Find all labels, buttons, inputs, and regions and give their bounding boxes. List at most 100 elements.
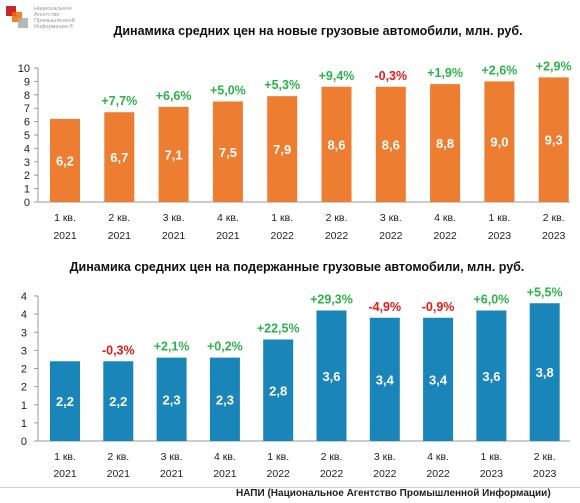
data-bar	[267, 96, 298, 202]
y-tick-label: 3	[21, 345, 27, 357]
category-label-year: 2021	[53, 230, 77, 242]
category-label-year: 2022	[379, 230, 403, 242]
y-tick-label: 6	[24, 117, 30, 129]
category-label-year: 2021	[160, 468, 184, 480]
y-tick-label: 3	[21, 327, 27, 339]
bar-value-label: 2,2	[109, 394, 127, 409]
data-bar	[538, 77, 569, 202]
bar-value-label: 6,2	[56, 153, 74, 168]
change-label: -0,9%	[422, 300, 455, 314]
bar-value-label: 7,1	[165, 147, 183, 162]
y-tick-label: 2	[24, 170, 30, 182]
bar-value-label: 9,3	[545, 133, 563, 148]
y-tick-label: 4	[24, 143, 30, 155]
change-label: +22,5%	[257, 322, 300, 336]
logo-line: Промышленной	[34, 18, 75, 24]
y-tick-label: 8	[24, 90, 30, 102]
data-bar	[423, 317, 454, 441]
y-tick-label: 9	[24, 76, 30, 88]
y-tick-label: 1	[21, 400, 27, 412]
bar-value-label: 9,0	[490, 135, 508, 150]
data-bar	[375, 86, 406, 202]
napi-logo: Национальное Агентство Промышленной Инфо…	[4, 2, 76, 38]
category-label-quarter: 3 кв.	[380, 212, 402, 224]
y-tick-label: 1	[21, 418, 27, 430]
category-label-quarter: 2 кв.	[543, 212, 565, 224]
y-tick-label: 0	[24, 197, 30, 209]
data-bar	[103, 361, 134, 441]
category-label-year: 2023	[488, 230, 512, 242]
category-label-quarter: 1 кв.	[488, 212, 510, 224]
y-tick-label: 7	[24, 103, 30, 115]
bar-value-label: 3,6	[482, 369, 500, 384]
data-bar	[50, 361, 80, 441]
category-label-quarter: 1 кв.	[54, 212, 76, 224]
y-tick-label: 2	[21, 382, 27, 394]
change-label: +29,3%	[310, 293, 353, 307]
data-bar	[158, 106, 189, 202]
category-label-quarter: 1 кв.	[271, 212, 293, 224]
data-bar	[476, 310, 507, 441]
change-label: +6,6%	[156, 89, 192, 103]
data-bar	[156, 357, 187, 441]
change-label: +0,2%	[207, 340, 243, 354]
category-label-year: 2023	[542, 230, 566, 242]
data-bar	[316, 310, 347, 441]
category-label-year: 2022	[320, 468, 344, 480]
footer-divider	[0, 487, 580, 488]
category-label-quarter: 2 кв.	[326, 212, 348, 224]
y-tick-label: 1	[24, 184, 30, 196]
category-label-quarter: 3 кв.	[374, 451, 396, 463]
logo-text: Национальное Агентство Промышленной Инфо…	[34, 6, 84, 30]
category-label-quarter: 2 кв.	[108, 212, 130, 224]
bar-value-label: 2,2	[56, 394, 74, 409]
category-label-year: 2023	[480, 468, 504, 480]
category-label-year: 2022	[426, 468, 450, 480]
y-tick-label: 10	[18, 63, 30, 75]
change-label: +5,5%	[527, 285, 563, 299]
data-bar	[369, 317, 400, 441]
category-label-quarter: 2 кв.	[107, 451, 129, 463]
bar-value-label: 6,7	[110, 150, 128, 165]
bar-value-label: 2,8	[269, 383, 287, 398]
bar-value-label: 7,9	[273, 142, 291, 157]
logo-line: Национальное	[34, 6, 72, 12]
change-label: +6,0%	[474, 293, 510, 307]
data-bar	[209, 357, 240, 441]
data-bar	[263, 339, 294, 441]
category-label-year: 2022	[267, 468, 291, 480]
chart-title: Динамика средних цен на подержанные груз…	[70, 260, 525, 274]
footer-source: НАПИ (Национальное Агентство Промышленно…	[236, 488, 551, 499]
bar-value-label: 2,3	[216, 392, 234, 407]
y-tick-label: 4	[21, 291, 27, 303]
data-bar	[529, 303, 560, 441]
category-label-year: 2021	[216, 230, 240, 242]
change-label: +2,9%	[536, 59, 572, 73]
charts-canvas: Динамика средних цен на новые грузовые а…	[18, 24, 572, 480]
data-bar	[50, 118, 80, 202]
category-label-year: 2022	[433, 230, 457, 242]
change-label: -4,9%	[368, 300, 401, 314]
change-label: -0,3%	[102, 343, 135, 357]
logo-line: Информации ®	[34, 24, 74, 30]
category-label-quarter: 2 кв.	[321, 451, 343, 463]
category-label-quarter: 4 кв.	[434, 212, 456, 224]
data-bar	[484, 81, 515, 202]
category-label-year: 2021	[53, 468, 77, 480]
bar-value-label: 8,6	[382, 137, 400, 152]
change-label: +5,3%	[264, 78, 300, 92]
category-label-quarter: 3 кв.	[161, 451, 183, 463]
change-label: -0,3%	[374, 69, 407, 83]
y-tick-label: 2	[21, 364, 27, 376]
category-label-quarter: 4 кв.	[427, 451, 449, 463]
data-bar	[430, 84, 461, 202]
change-label: +5,0%	[210, 84, 246, 98]
y-tick-label: 0	[21, 436, 27, 448]
category-label-year: 2022	[325, 230, 349, 242]
category-label-quarter: 4 кв.	[217, 212, 239, 224]
y-tick-label: 5	[24, 130, 30, 142]
bar-value-label: 3,8	[536, 365, 554, 380]
category-label-year: 2021	[162, 230, 186, 242]
data-bar	[104, 112, 135, 202]
category-label-quarter: 4 кв.	[214, 451, 236, 463]
